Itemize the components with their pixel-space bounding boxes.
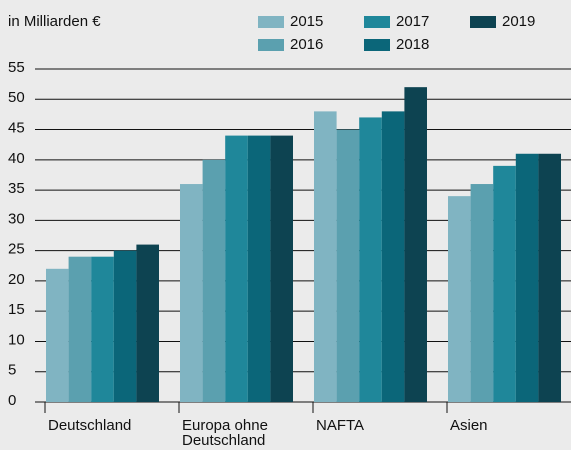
bar [136, 244, 159, 402]
x-tick-label: Deutschland [48, 417, 132, 434]
x-tick-label: NAFTA [316, 417, 365, 434]
y-tick-label: 55 [8, 59, 25, 76]
legend-swatch [470, 16, 496, 28]
bar [113, 250, 137, 402]
bar [515, 153, 539, 402]
y-tick-label: 15 [8, 301, 25, 318]
x-tick-label: Europa ohne Deutschland [182, 417, 268, 449]
bar [336, 129, 360, 402]
legend-label: 2019 [502, 13, 535, 30]
legend-swatch [258, 16, 284, 28]
y-tick-label: 0 [8, 392, 16, 409]
legend-swatch [364, 16, 390, 28]
y-tick-label: 50 [8, 89, 25, 106]
bar [247, 135, 271, 402]
y-tick-label: 35 [8, 180, 25, 197]
bar [448, 196, 471, 402]
y-tick-label: 30 [8, 210, 25, 227]
bar [314, 111, 337, 402]
y-tick-label: 25 [8, 241, 25, 258]
y-tick-label: 45 [8, 120, 25, 137]
x-tick-label: Asien [450, 417, 488, 434]
bar [91, 256, 114, 402]
legend-label: 2018 [396, 36, 429, 53]
y-tick-label: 10 [8, 331, 25, 348]
bar [359, 117, 382, 402]
bar [68, 256, 92, 402]
legend-label: 2015 [290, 13, 323, 30]
legend-swatch [364, 39, 390, 51]
bar [46, 268, 69, 402]
bar [225, 135, 248, 402]
chart-subtitle: in Milliarden € [8, 13, 101, 30]
bar [493, 165, 516, 402]
legend-swatch [258, 39, 284, 51]
legend-label: 2017 [396, 13, 429, 30]
bar [538, 153, 561, 402]
bar [180, 184, 203, 402]
bar [202, 159, 226, 402]
bar [381, 111, 405, 402]
y-tick-label: 5 [8, 362, 16, 379]
legend-label: 2016 [290, 36, 323, 53]
bar [270, 135, 293, 402]
bar [404, 87, 427, 402]
y-tick-label: 20 [8, 271, 25, 288]
bar [470, 184, 494, 402]
y-tick-label: 40 [8, 150, 25, 167]
